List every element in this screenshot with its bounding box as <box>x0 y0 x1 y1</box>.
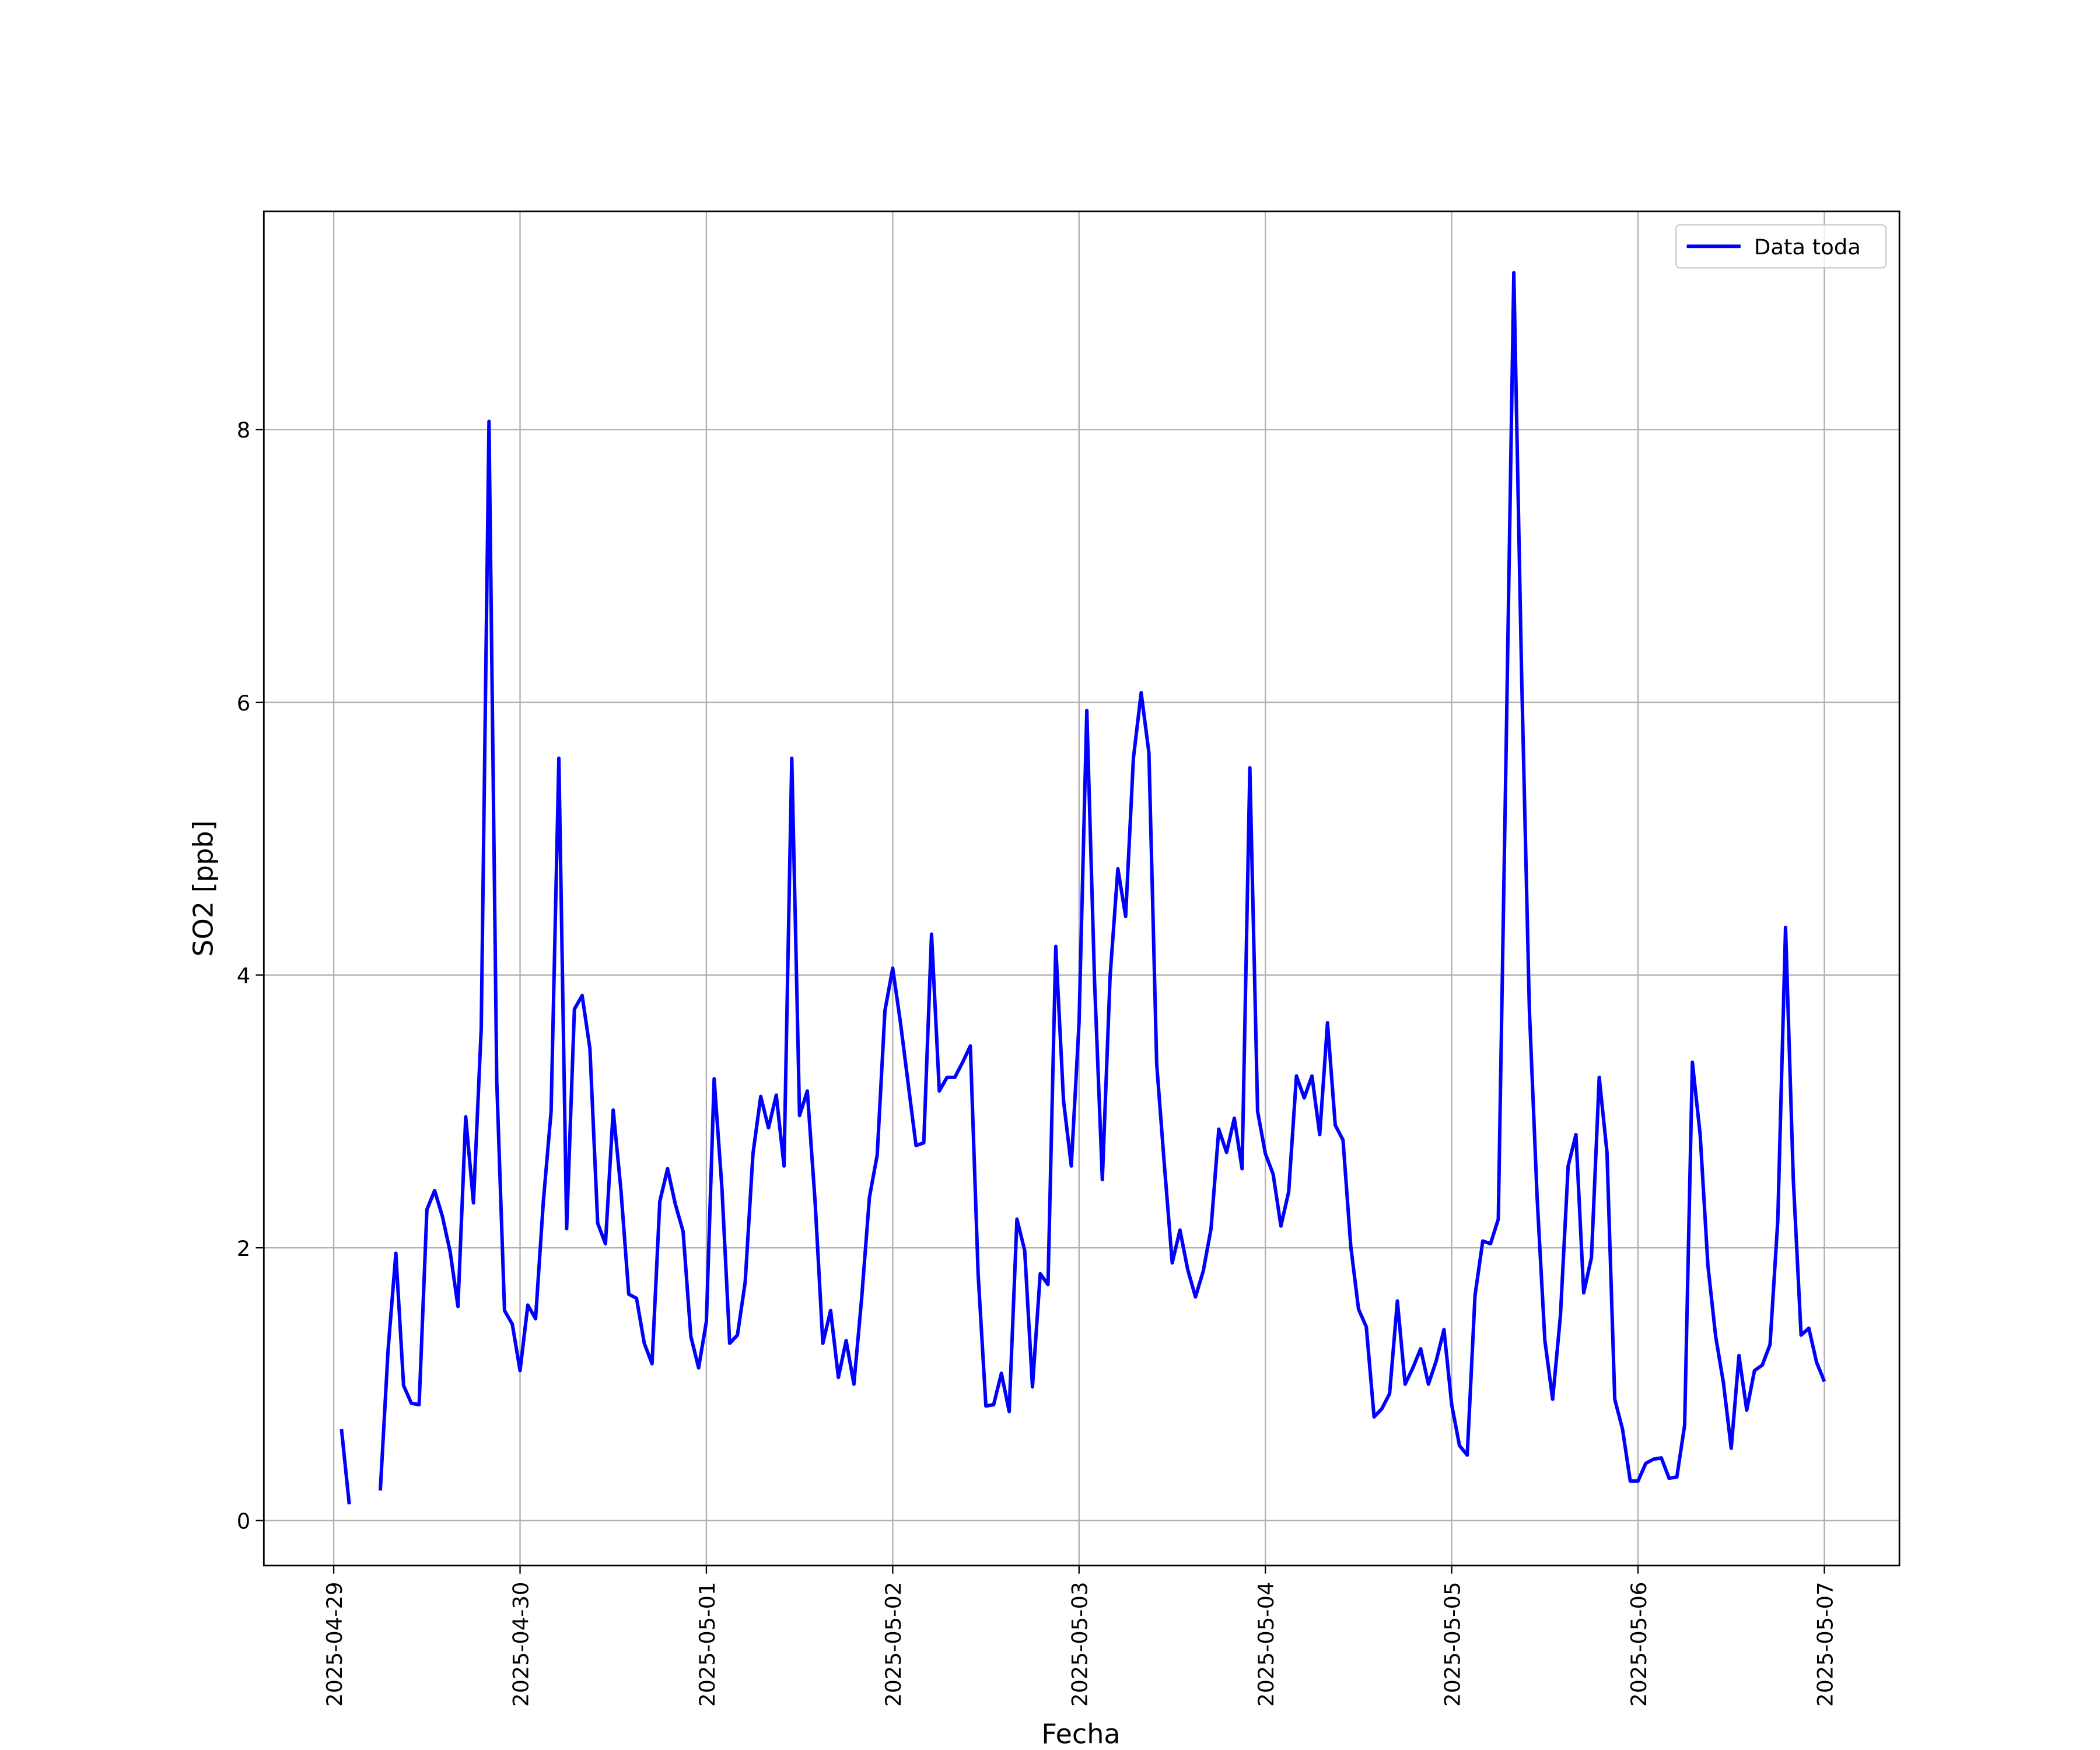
x-tick-label: 2025-04-30 <box>508 1582 533 1707</box>
plot-layer: 0 2 4 6 8 2025-04-29 2025-04-30 2025-05-01 2025-… <box>237 211 1900 1707</box>
y-axis-label: SO2 [ppb] <box>188 820 219 957</box>
x-tick-label: 2025-05-01 <box>695 1582 720 1707</box>
x-tick-label: 2025-05-04 <box>1254 1582 1279 1707</box>
y-tick-label: 6 <box>237 691 250 716</box>
x-tick-label: 2025-05-02 <box>881 1582 906 1707</box>
x-tick-label: 2025-04-29 <box>322 1582 347 1707</box>
plot-frame <box>262 210 1901 1567</box>
y-tick-label: 8 <box>237 418 250 443</box>
legend: Data toda <box>1675 224 1887 269</box>
x-tick-label: 2025-05-07 <box>1812 1582 1838 1707</box>
data-line <box>340 271 1826 1504</box>
x-tick-label: 2025-05-03 <box>1068 1582 1093 1707</box>
legend-label: Data toda <box>1754 235 1861 260</box>
x-axis-label: Fecha <box>1041 1718 1120 1749</box>
y-tick-label: 0 <box>237 1509 250 1534</box>
y-tick-label: 2 <box>237 1236 250 1261</box>
y-tick-label: 4 <box>237 963 250 988</box>
x-tick-label: 2025-05-05 <box>1440 1582 1465 1707</box>
legend-frame <box>1675 224 1887 269</box>
x-tick-label: 2025-05-06 <box>1626 1582 1651 1707</box>
